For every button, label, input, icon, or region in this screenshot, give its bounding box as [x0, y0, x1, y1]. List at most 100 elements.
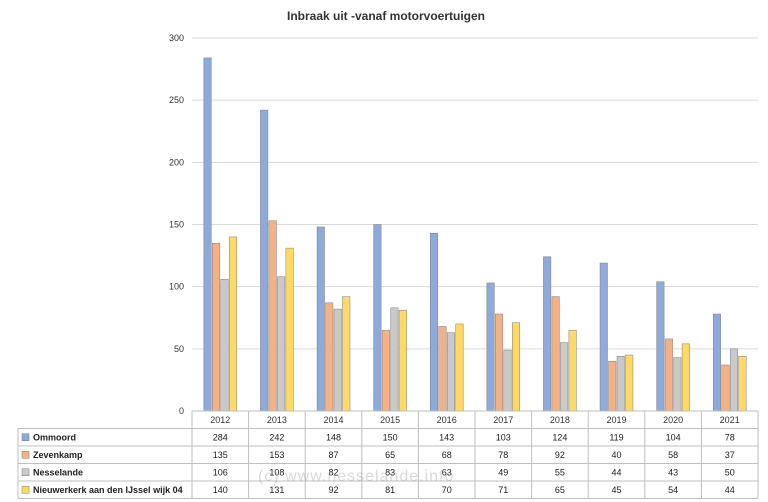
legend-label: Ommoord [33, 432, 76, 442]
y-tick-label: 0 [179, 406, 184, 416]
data-label: 70 [442, 485, 452, 495]
data-label: 92 [555, 450, 565, 460]
bar [608, 361, 617, 412]
bar [229, 236, 238, 412]
bar [551, 296, 560, 412]
bar [455, 323, 464, 412]
data-label: 83 [385, 467, 395, 477]
data-label: 103 [496, 432, 511, 442]
bar [398, 310, 407, 412]
bar [220, 278, 229, 412]
data-label: 43 [668, 467, 678, 477]
data-label: 284 [213, 432, 228, 442]
data-label: 44 [725, 485, 735, 495]
y-tick-label: 200 [169, 157, 184, 167]
data-label: 65 [555, 485, 565, 495]
y-tick-label: 50 [174, 344, 184, 354]
legend-swatch [21, 486, 30, 494]
x-tick-label: 2015 [380, 415, 400, 425]
legend-swatch [21, 468, 30, 476]
data-label: 37 [725, 450, 735, 460]
x-tick-label: 2021 [720, 415, 740, 425]
bar [738, 356, 747, 412]
data-label: 81 [385, 485, 395, 495]
bar [568, 329, 577, 412]
data-label: 131 [269, 485, 284, 495]
data-label: 54 [668, 485, 678, 495]
bar [560, 342, 569, 412]
bar [721, 364, 730, 412]
data-label: 78 [498, 450, 508, 460]
y-tick-label: 250 [169, 95, 184, 105]
bar [212, 242, 221, 412]
bar [333, 308, 342, 412]
bar [342, 296, 351, 412]
bar [503, 349, 512, 412]
x-tick-label: 2012 [210, 415, 230, 425]
bar [599, 262, 608, 412]
bar [446, 332, 455, 412]
bar [203, 57, 212, 412]
data-label: 153 [269, 450, 284, 460]
data-label: 68 [442, 450, 452, 460]
chart-title: Inbraak uit -vanaf motorvoertuigen [287, 9, 485, 23]
bar [381, 329, 390, 412]
data-label: 119 [609, 432, 623, 442]
data-label: 124 [552, 432, 567, 442]
bar [260, 109, 269, 412]
bar [277, 276, 286, 412]
x-tick-label: 2018 [550, 415, 570, 425]
legend-swatch [21, 433, 30, 441]
bar [512, 322, 521, 412]
data-label: 49 [498, 467, 508, 477]
data-label: 242 [269, 432, 284, 442]
x-tick-label: 2013 [267, 415, 287, 425]
bar [268, 220, 277, 412]
bar [316, 226, 325, 412]
data-label: 40 [611, 450, 621, 460]
bar [495, 313, 504, 412]
bar [325, 302, 334, 412]
bar [285, 247, 294, 412]
y-tick-label: 150 [169, 220, 184, 230]
bar [681, 343, 690, 412]
data-label: 108 [269, 467, 284, 477]
legend-label: Nieuwerkerk aan den IJssel wijk 04 [33, 485, 183, 495]
data-label: 45 [611, 485, 621, 495]
data-label: 65 [385, 450, 395, 460]
bar [673, 357, 682, 412]
data-label: 106 [213, 467, 228, 477]
y-tick-label: 300 [169, 33, 184, 43]
bar [664, 338, 673, 412]
bar [712, 313, 721, 412]
y-tick-label: 100 [169, 282, 184, 292]
legend-label: Nesselande [33, 467, 83, 477]
bar [429, 232, 438, 412]
data-label: 82 [328, 467, 338, 477]
bar [373, 224, 382, 412]
x-tick-label: 2019 [606, 415, 626, 425]
data-label: 87 [328, 450, 338, 460]
bar [616, 356, 625, 412]
legend-swatch [21, 451, 30, 459]
data-label: 44 [611, 467, 621, 477]
data-label: 104 [666, 432, 681, 442]
data-label: 140 [213, 485, 228, 495]
bar [729, 348, 738, 412]
x-tick-label: 2016 [437, 415, 457, 425]
data-label: 150 [383, 432, 398, 442]
watermark: (c) www.nesselande.info [258, 468, 455, 485]
data-label: 148 [326, 432, 341, 442]
data-label: 55 [555, 467, 565, 477]
legend-label: Zevenkamp [33, 450, 83, 460]
x-tick-label: 2014 [323, 415, 343, 425]
data-label: 92 [328, 485, 338, 495]
bar [390, 307, 399, 412]
bar [486, 282, 495, 412]
bar [656, 281, 665, 412]
x-tick-label: 2017 [493, 415, 513, 425]
data-label: 143 [439, 432, 454, 442]
data-label: 63 [442, 467, 452, 477]
data-label: 135 [213, 450, 228, 460]
